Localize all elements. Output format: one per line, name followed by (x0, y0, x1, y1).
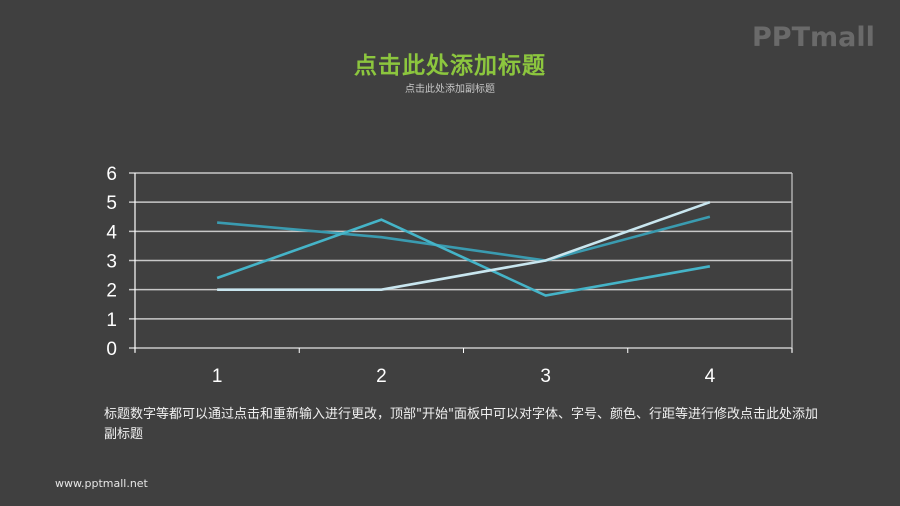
x-tick-label: 4 (705, 366, 716, 387)
pptmall-logo: PPTmall (752, 22, 875, 53)
x-tick-label: 2 (376, 366, 387, 387)
y-tick-label: 4 (106, 222, 117, 243)
x-tick-label: 1 (212, 366, 223, 387)
series-line[interactable] (216, 218, 711, 297)
y-tick-label: 2 (106, 281, 117, 302)
series-line[interactable] (217, 200, 711, 291)
y-axis-labels: 0 1 2 3 4 5 6 (106, 164, 117, 360)
slide-subtitle[interactable]: 点击此处添加副标题 (405, 84, 495, 95)
x-axis-labels: 1 2 3 4 (212, 366, 716, 387)
slide-title[interactable]: 点击此处添加标题 (354, 53, 546, 79)
series-line[interactable] (217, 215, 711, 262)
body-text[interactable]: 标题数字等都可以通过点击和重新输入进行更改，顶部"开始"面板中可以对字体、字号、… (104, 407, 818, 442)
y-tick-label: 1 (106, 310, 117, 331)
y-tick-label: 3 (106, 252, 117, 273)
y-tick-label: 5 (106, 193, 117, 214)
y-tick-label: 0 (106, 339, 117, 360)
chart-series (216, 200, 711, 297)
chart-gridlines (129, 172, 792, 349)
y-tick-label: 6 (106, 164, 117, 185)
footer-url: www.pptmall.net (55, 477, 148, 490)
x-axis (134, 173, 793, 353)
x-tick-label: 3 (540, 366, 551, 387)
